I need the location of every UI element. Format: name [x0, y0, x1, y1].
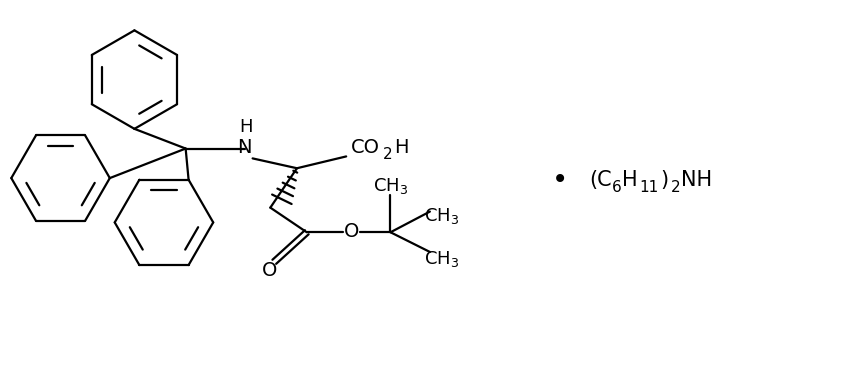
Text: H: H — [394, 138, 409, 157]
Text: NH: NH — [681, 170, 712, 190]
Text: H: H — [239, 118, 252, 136]
Text: H: H — [622, 170, 638, 190]
Text: CH$_3$: CH$_3$ — [424, 205, 459, 226]
Text: 6: 6 — [612, 180, 621, 195]
Text: 11: 11 — [640, 180, 659, 195]
Text: (C: (C — [590, 170, 612, 190]
Text: N: N — [238, 138, 252, 157]
Text: 2: 2 — [671, 180, 681, 195]
Text: CH$_3$: CH$_3$ — [373, 176, 408, 196]
Text: ): ) — [661, 170, 668, 190]
Text: 2: 2 — [382, 147, 393, 162]
Text: CO: CO — [351, 138, 380, 157]
Text: CH$_3$: CH$_3$ — [424, 249, 459, 269]
Text: •: • — [552, 166, 568, 194]
Text: O: O — [343, 222, 359, 241]
Text: O: O — [261, 261, 277, 280]
